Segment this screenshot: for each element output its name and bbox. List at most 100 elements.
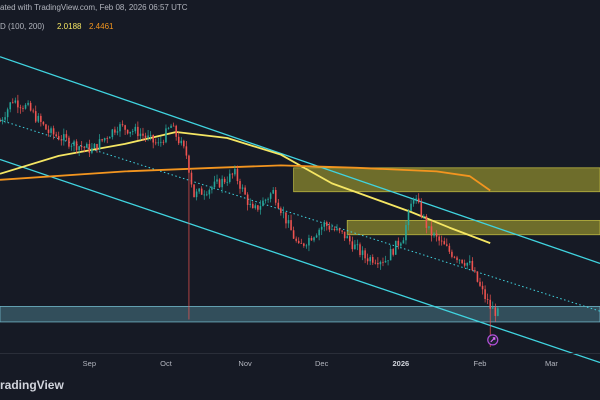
candle [88,139,91,157]
candle-body [313,237,315,241]
channel-mid-line [0,119,600,312]
candle-body [433,233,435,236]
candle [394,240,397,255]
candle-body [0,121,1,123]
candle [226,176,229,186]
candle-body [387,260,389,262]
candle [137,121,139,141]
candle [190,170,193,188]
candle-body [420,202,423,217]
candle-body [308,237,310,246]
candle [277,199,280,209]
candle-body [50,128,52,133]
candle-body [114,129,116,133]
candle [461,259,463,265]
candle [83,146,86,153]
x-tick-label: Nov [238,359,252,368]
candle [453,255,456,259]
candle-body [300,243,303,244]
rocket-icon[interactable] [487,334,499,346]
candle [471,257,474,272]
candle [129,131,132,138]
candle-body [328,225,331,230]
candle [106,136,109,144]
candle [315,233,318,238]
candle [308,234,310,252]
candle-body [86,143,88,148]
candle-body [374,262,377,264]
candle-body [474,270,476,272]
candle-body [152,134,154,143]
candle [147,130,149,142]
candle [481,281,484,295]
candle-body [24,104,27,109]
candle-body [435,233,438,237]
candle [346,234,349,239]
candle-body [70,145,73,147]
candle [57,131,60,141]
published-line: ated with TradingView.com, Feb 08, 2026 … [0,3,188,12]
candle [328,222,331,233]
candle-body [19,107,22,109]
candle [251,201,254,209]
candle-body [280,208,282,213]
candle [290,214,292,231]
candle [34,105,37,124]
candle [27,100,29,107]
candle-body [366,258,369,262]
candle [407,208,410,231]
candle [32,108,34,114]
candle [425,214,428,234]
candle-body [206,194,208,196]
candle [65,130,68,142]
candle [285,212,287,229]
candle-body [285,212,287,224]
candle-body [37,115,40,122]
candle-body [290,220,292,231]
candle-body [200,188,203,195]
candle [9,101,12,113]
candle-body [369,257,372,262]
candle [415,195,417,204]
candle [320,223,323,236]
candle-body [234,168,236,175]
candle-body [9,102,12,110]
candle [295,236,297,243]
candle [193,184,195,198]
candle [160,136,162,147]
candle [96,143,98,153]
candle [139,128,142,141]
candle-body [165,128,167,143]
candle-body [489,299,492,309]
candle [440,235,443,246]
candle [267,197,269,203]
candle-body [272,189,274,194]
candle [124,124,126,136]
candle [338,227,341,234]
candle-body [343,231,346,239]
candle [484,285,486,303]
candle-body [448,245,451,252]
marker-layer[interactable] [487,334,499,346]
x-tick-label: Feb [474,359,487,368]
candle-body [456,257,458,260]
candle [417,193,420,204]
candle-body [193,184,195,198]
candle-body [428,226,430,228]
candle [463,259,466,268]
candle [80,141,83,151]
candle-body [57,136,60,140]
candle [274,187,277,206]
candle-body [320,226,323,230]
candle-body [83,146,86,148]
candle [366,253,369,265]
candle [313,236,315,243]
candle [1,117,4,125]
candle-body [244,187,246,195]
candle [359,242,361,258]
candle [183,139,185,149]
candle [116,126,119,136]
candle-body [423,216,425,217]
candle-body [246,194,249,205]
